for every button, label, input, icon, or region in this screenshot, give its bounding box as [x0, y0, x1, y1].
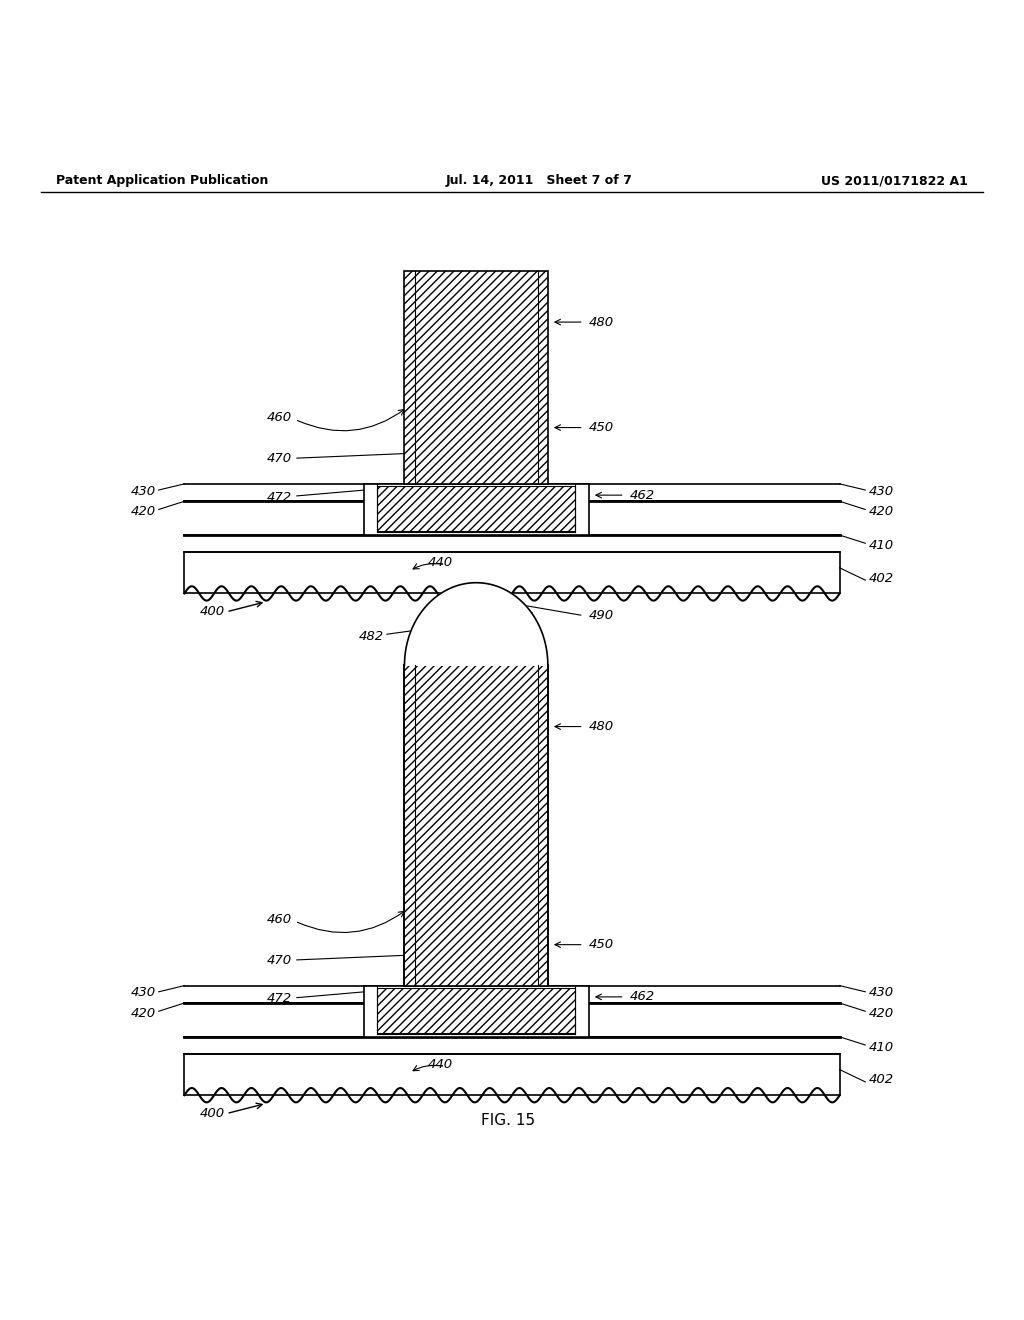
Text: Patent Application Publication: Patent Application Publication: [56, 174, 268, 187]
Bar: [184, 1055, 840, 1096]
Text: 410: 410: [868, 539, 894, 552]
Bar: [404, 665, 548, 986]
Text: 420: 420: [130, 506, 156, 517]
Text: 400: 400: [200, 1107, 225, 1121]
Bar: [184, 553, 840, 594]
Text: 470: 470: [266, 451, 292, 465]
Bar: [404, 665, 548, 986]
Text: 420: 420: [130, 1007, 156, 1020]
Polygon shape: [404, 582, 548, 665]
Text: 482: 482: [358, 630, 384, 643]
Text: 402: 402: [868, 572, 894, 585]
Text: 440: 440: [428, 556, 453, 569]
Text: 470: 470: [266, 953, 292, 966]
Text: 460: 460: [266, 411, 292, 424]
Text: 402: 402: [868, 1073, 894, 1086]
Text: 490: 490: [589, 609, 614, 622]
Text: 480: 480: [589, 315, 614, 329]
Text: 462: 462: [630, 990, 655, 1003]
Bar: [404, 271, 548, 484]
Text: 480: 480: [589, 721, 614, 733]
Bar: [377, 987, 575, 1032]
Text: FIG. 15: FIG. 15: [481, 1113, 536, 1129]
Text: US 2011/0171822 A1: US 2011/0171822 A1: [821, 174, 968, 187]
Text: 430: 430: [868, 986, 894, 999]
Text: 430: 430: [868, 484, 894, 498]
Text: 450: 450: [589, 939, 614, 952]
Bar: [364, 484, 589, 535]
Text: Jul. 14, 2011   Sheet 7 of 7: Jul. 14, 2011 Sheet 7 of 7: [445, 174, 632, 187]
Text: 440: 440: [428, 1059, 453, 1071]
Text: 420: 420: [868, 1007, 894, 1020]
Text: FIG. 14: FIG. 14: [481, 611, 536, 627]
Bar: [364, 986, 589, 1036]
Text: 460: 460: [266, 912, 292, 925]
Text: 430: 430: [130, 986, 156, 999]
Text: 472: 472: [266, 993, 292, 1006]
Text: 472: 472: [266, 491, 292, 504]
Text: 400: 400: [200, 606, 225, 618]
Text: 450: 450: [589, 421, 614, 434]
Text: 430: 430: [130, 484, 156, 498]
Bar: [377, 486, 575, 531]
Bar: [404, 271, 548, 484]
Text: 410: 410: [868, 1040, 894, 1053]
Text: 462: 462: [630, 488, 655, 502]
Text: 420: 420: [868, 506, 894, 517]
